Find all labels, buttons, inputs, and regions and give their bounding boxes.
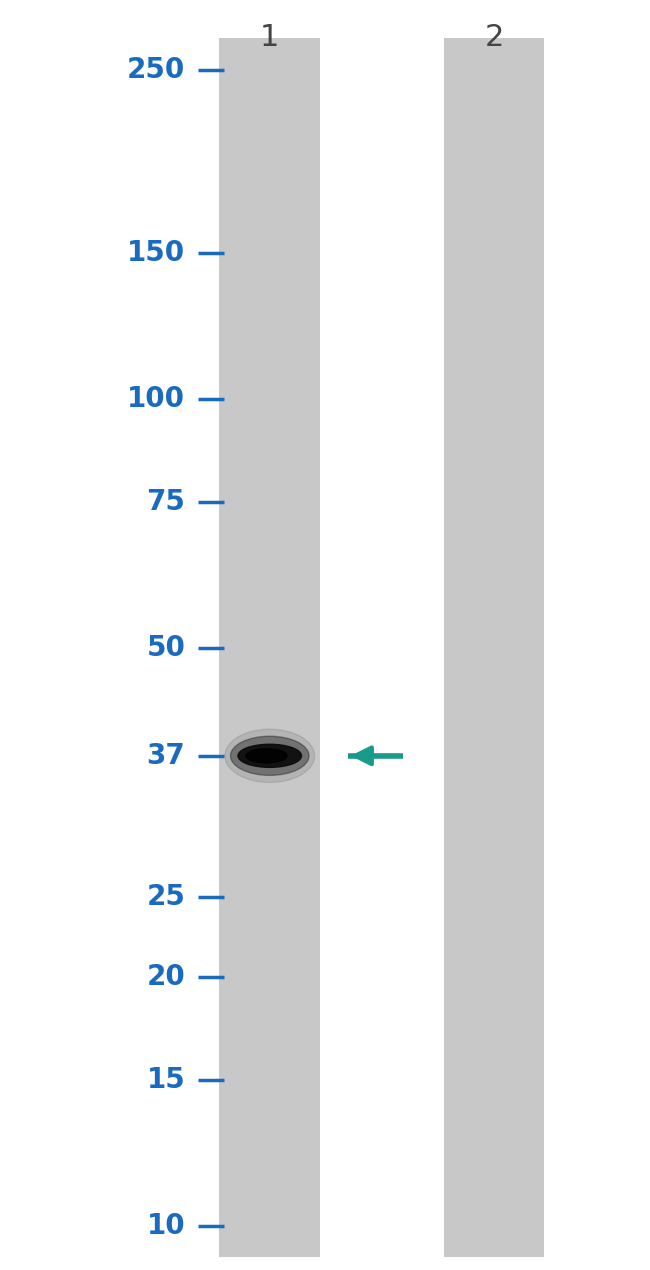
Text: 20: 20	[146, 963, 185, 991]
Text: 2: 2	[484, 23, 504, 52]
Text: 250: 250	[127, 56, 185, 84]
Bar	[219, 38, 320, 1257]
Bar	[443, 38, 545, 1257]
Text: 25: 25	[146, 883, 185, 911]
Text: 10: 10	[147, 1212, 185, 1240]
Text: 1: 1	[260, 23, 280, 52]
Text: 37: 37	[146, 742, 185, 770]
Text: 100: 100	[127, 385, 185, 413]
Ellipse shape	[225, 729, 315, 782]
Text: 75: 75	[146, 488, 185, 516]
Ellipse shape	[246, 749, 287, 763]
Ellipse shape	[231, 737, 309, 776]
Text: 15: 15	[146, 1066, 185, 1093]
Text: 150: 150	[127, 239, 185, 267]
Ellipse shape	[238, 744, 302, 767]
Text: 50: 50	[146, 634, 185, 662]
